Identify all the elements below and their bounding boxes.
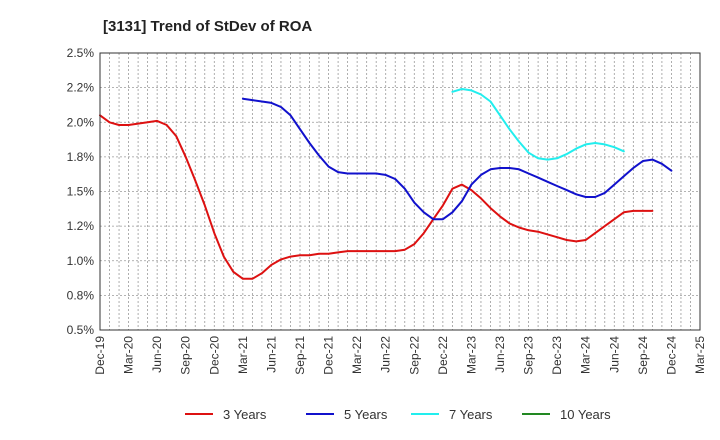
y-tick-label: 2.2%	[67, 81, 95, 95]
y-tick-label: 1.0%	[67, 254, 95, 268]
series-group	[99, 88, 673, 280]
x-tick-label: Sep-20	[179, 336, 193, 375]
x-tick-label: Jun-24	[607, 336, 621, 373]
x-tick-label: Dec-21	[322, 336, 336, 375]
series-line-7-years	[451, 88, 625, 161]
grid-lines	[100, 53, 700, 330]
y-tick-label: 1.2%	[67, 219, 95, 233]
x-tick-label: Sep-22	[407, 336, 421, 375]
x-tick-label: Jun-20	[150, 336, 164, 373]
x-tick-label: Jun-23	[493, 336, 507, 373]
x-tick-label: Jun-21	[264, 336, 278, 373]
x-tick-label: Sep-24	[636, 336, 650, 375]
x-tick-label: Dec-22	[436, 336, 450, 375]
x-tick-label: Dec-24	[664, 336, 678, 375]
x-tick-label: Sep-21	[293, 336, 307, 375]
legend-label: 3 Years	[223, 407, 267, 422]
x-tick-label: Mar-23	[464, 336, 478, 374]
y-tick-label: 0.8%	[67, 288, 95, 302]
y-tick-label: 0.5%	[67, 323, 95, 337]
y-tick-label: 2.5%	[67, 46, 95, 60]
x-tick-label: Dec-19	[93, 336, 107, 375]
x-tick-label: Mar-22	[350, 336, 364, 374]
y-axis: 0.5% 0.8% 1.0% 1.2% 1.5% 1.8% 2.0% 2.2% 2.5%	[67, 46, 95, 337]
series-line-5-years	[241, 97, 673, 221]
x-tick-label: Dec-20	[207, 336, 221, 375]
x-axis: Dec-19 Mar-20 Jun-20 Sep-20 Dec-20 Mar-21 Jun-…	[93, 336, 707, 375]
series-line-3-years	[99, 114, 654, 280]
legend: 3 Years 5 Years 7 Years 10 Years	[185, 407, 611, 422]
x-tick-label: Mar-25	[693, 336, 707, 374]
x-tick-label: Jun-22	[379, 336, 393, 373]
chart-title: [3131] Trend of StDev of ROA	[103, 18, 312, 35]
legend-label: 5 Years	[344, 407, 388, 422]
y-tick-label: 1.5%	[67, 185, 95, 199]
y-tick-label: 2.0%	[67, 115, 95, 129]
legend-label: 10 Years	[560, 407, 611, 422]
y-tick-label: 1.8%	[67, 150, 95, 164]
plot-frame	[99, 52, 701, 331]
x-tick-label: Sep-23	[522, 336, 536, 375]
legend-label: 7 Years	[449, 407, 493, 422]
x-tick-label: Dec-23	[550, 336, 564, 375]
x-tick-label: Mar-21	[236, 336, 250, 374]
x-tick-label: Mar-20	[122, 336, 136, 374]
x-tick-label: Mar-24	[579, 336, 593, 374]
